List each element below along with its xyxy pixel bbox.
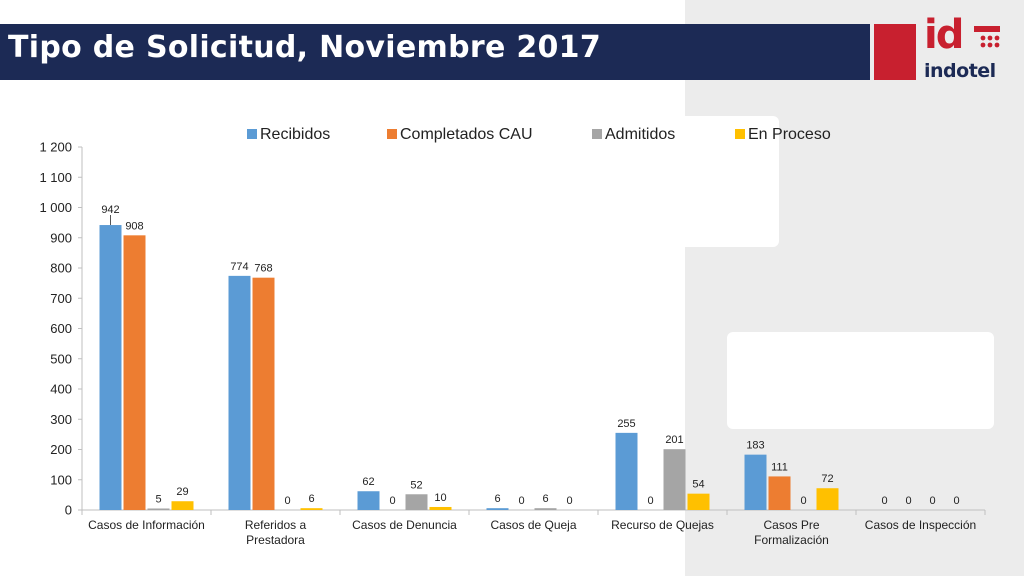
y-tick-label: 1 000 xyxy=(39,200,72,215)
data-label: 0 xyxy=(518,495,524,507)
category-label: Casos de Denuncia xyxy=(352,518,457,532)
data-label: 0 xyxy=(284,495,290,507)
y-tick-label: 100 xyxy=(50,472,72,487)
data-label: 54 xyxy=(692,479,704,491)
brand-accent-block xyxy=(874,24,916,80)
bar-recibidos xyxy=(99,225,122,511)
y-tick-label: 0 xyxy=(65,503,72,518)
data-label: 6 xyxy=(308,493,314,505)
y-tick-label: 800 xyxy=(50,261,72,276)
data-label: 6 xyxy=(494,493,500,505)
category-label: Casos de Inspección xyxy=(865,518,976,532)
data-label: 183 xyxy=(746,440,764,452)
y-tick-label: 300 xyxy=(50,412,72,427)
bar-recibidos xyxy=(744,454,767,510)
bar-en-proceso xyxy=(429,506,452,510)
data-label: 0 xyxy=(566,495,572,507)
bar-recibidos xyxy=(615,432,638,510)
legend-label: Recibidos xyxy=(260,126,330,143)
category-label: Referidos a xyxy=(245,518,307,532)
y-tick-label: 900 xyxy=(50,230,72,245)
data-label: 111 xyxy=(771,461,788,473)
bar-recibidos xyxy=(357,491,380,510)
data-label: 255 xyxy=(617,418,635,430)
y-tick-label: 400 xyxy=(50,382,72,397)
category-label: Prestadora xyxy=(246,533,305,547)
y-tick-label: 1 100 xyxy=(39,170,72,185)
legend-swatch xyxy=(387,129,397,139)
data-label: 0 xyxy=(953,495,959,507)
legend-label: En Proceso xyxy=(748,126,831,143)
bar-en-proceso xyxy=(687,493,710,510)
bar-admitidos xyxy=(147,508,170,510)
data-label: 52 xyxy=(410,479,422,491)
legend-swatch xyxy=(592,129,602,139)
data-label: 0 xyxy=(800,495,806,507)
data-label: 0 xyxy=(929,495,935,507)
decorative-card xyxy=(727,332,994,429)
data-label: 768 xyxy=(254,263,272,275)
logo-id-text: id xyxy=(924,12,964,58)
category-label: Formalización xyxy=(754,533,829,547)
data-label: 0 xyxy=(905,495,911,507)
logo-grid-icon xyxy=(974,26,1000,48)
legend-swatch xyxy=(247,129,257,139)
category-label: Casos de Información xyxy=(88,518,205,532)
logo-wordmark: indotel xyxy=(924,60,996,82)
category-label: Casos Pre xyxy=(763,518,819,532)
y-tick-label: 1 200 xyxy=(39,140,72,155)
category-label: Casos de Queja xyxy=(490,518,576,532)
data-label: 62 xyxy=(362,476,374,488)
indotel-logo: id indotel xyxy=(924,12,1016,88)
data-label: 5 xyxy=(155,493,161,505)
bar-admitidos xyxy=(663,449,686,510)
data-label: 0 xyxy=(389,495,395,507)
data-label: 774 xyxy=(230,261,248,273)
bar-en-proceso xyxy=(816,488,839,510)
bar-completados-cau xyxy=(768,476,791,510)
legend-swatch xyxy=(735,129,745,139)
title-bar: Tipo de Solicitud, Noviembre 2017 xyxy=(0,24,870,80)
bar-admitidos xyxy=(534,508,557,510)
bar-en-proceso xyxy=(300,508,323,510)
legend-label: Admitidos xyxy=(605,126,675,143)
y-tick-label: 200 xyxy=(50,442,72,457)
category-label: Recurso de Quejas xyxy=(611,518,714,532)
y-tick-label: 500 xyxy=(50,351,72,366)
bar-recibidos xyxy=(228,275,251,510)
bar-en-proceso xyxy=(171,501,194,510)
data-label: 908 xyxy=(125,220,143,232)
data-label: 0 xyxy=(881,495,887,507)
data-label: 201 xyxy=(665,434,683,446)
bar-completados-cau xyxy=(252,277,275,510)
y-tick-label: 600 xyxy=(50,321,72,336)
data-label: 72 xyxy=(821,473,833,485)
data-label: 6 xyxy=(542,493,548,505)
data-label: 0 xyxy=(647,495,653,507)
page-title: Tipo de Solicitud, Noviembre 2017 xyxy=(8,30,602,65)
data-label: 10 xyxy=(434,492,446,504)
bar-completados-cau xyxy=(123,235,146,510)
legend-label: Completados CAU xyxy=(400,126,533,143)
y-tick-label: 700 xyxy=(50,291,72,306)
data-label: 29 xyxy=(176,486,188,498)
bar-recibidos xyxy=(486,508,509,510)
bar-admitidos xyxy=(405,494,428,510)
data-label: 942 xyxy=(101,204,119,216)
right-background-panel xyxy=(685,0,1024,576)
decorative-card xyxy=(685,116,779,247)
